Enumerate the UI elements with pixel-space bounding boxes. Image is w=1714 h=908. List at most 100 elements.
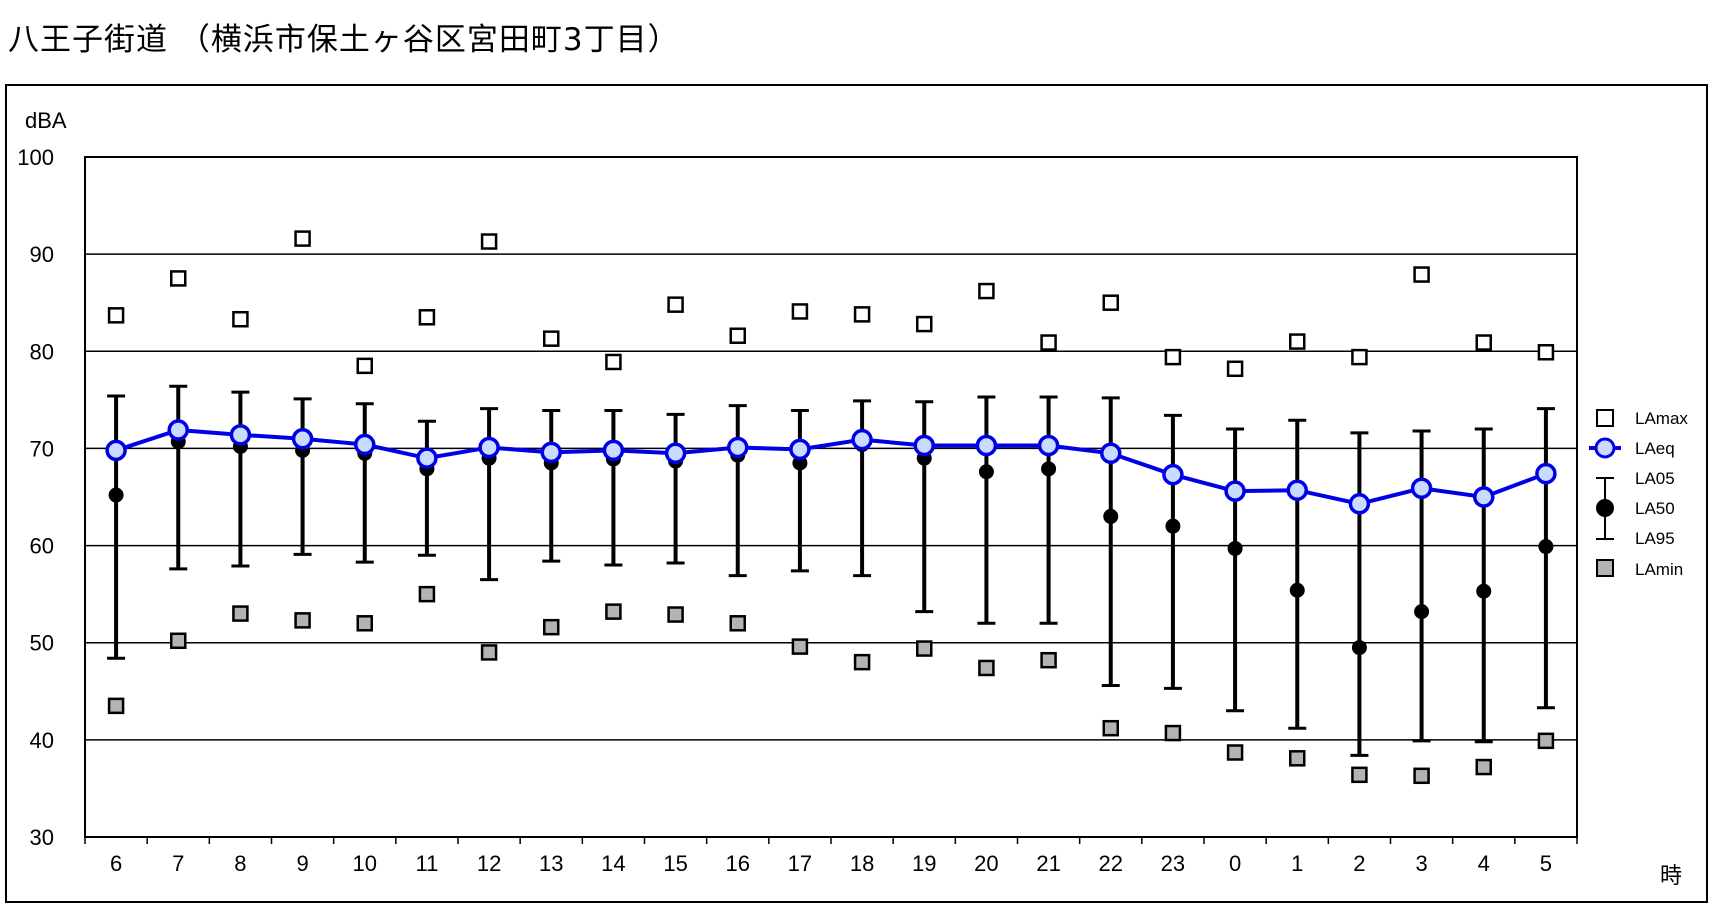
lamin-marker bbox=[1164, 724, 1182, 742]
lamax-marker bbox=[1475, 334, 1492, 351]
laeq-marker bbox=[975, 434, 998, 457]
laeq-marker bbox=[727, 436, 749, 459]
lamin-marker bbox=[605, 603, 622, 620]
y-tick-label: 90 bbox=[30, 242, 54, 267]
x-tick-label: 6 bbox=[110, 851, 122, 876]
laeq-marker bbox=[1535, 462, 1557, 485]
legend-label-lamin: LAmin bbox=[1635, 560, 1683, 579]
lamax-marker bbox=[1537, 344, 1555, 361]
la50-marker bbox=[1414, 604, 1430, 620]
lamin-marker bbox=[1289, 750, 1306, 767]
y-tick-label: 70 bbox=[30, 436, 54, 461]
laeq-marker bbox=[229, 424, 252, 446]
lamin-marker bbox=[1351, 766, 1368, 784]
la50-marker bbox=[1227, 540, 1243, 556]
lamin-marker bbox=[978, 659, 995, 677]
x-tick-label: 7 bbox=[172, 851, 184, 876]
laeq-marker bbox=[913, 434, 935, 457]
lamin-marker bbox=[1475, 758, 1492, 776]
la50-legend-icon bbox=[1596, 499, 1614, 517]
lamax-marker bbox=[978, 282, 995, 300]
lamax-marker bbox=[418, 309, 436, 326]
lamax-marker bbox=[543, 330, 560, 347]
chart-frame bbox=[5, 84, 1708, 903]
lamin-marker bbox=[356, 615, 373, 632]
x-tick-label: 3 bbox=[1415, 851, 1427, 876]
lamax-marker bbox=[667, 296, 684, 313]
lamin-marker bbox=[729, 615, 746, 632]
x-tick-label: 10 bbox=[353, 851, 377, 876]
lamin-marker bbox=[1413, 767, 1430, 785]
laeq-marker bbox=[1100, 442, 1122, 465]
x-tick-labels: 6 7 8 9 10 11 12 13 14 15 16 17 18 19 20 21 22 23 0 1 2 3 4 5 bbox=[84, 837, 1578, 876]
lamax-marker bbox=[1040, 334, 1057, 351]
lamax-marker bbox=[1102, 294, 1119, 311]
y-tick-label: 40 bbox=[30, 728, 54, 753]
lamax-legend-icon bbox=[1596, 409, 1614, 427]
laeq-marker bbox=[540, 441, 562, 464]
x-tick-label: 8 bbox=[234, 851, 246, 876]
lamin-legend-icon bbox=[1596, 559, 1614, 577]
laeq-marker bbox=[478, 436, 500, 459]
laeq-marker bbox=[1162, 463, 1184, 486]
lamax-markers bbox=[107, 230, 1555, 378]
lamin-marker bbox=[294, 612, 311, 629]
lamax-marker bbox=[853, 306, 871, 323]
lamax-marker bbox=[480, 233, 498, 250]
lamin-marker bbox=[791, 638, 809, 655]
legend-item-lamin: LAmin bbox=[1596, 559, 1683, 579]
lamin-marker bbox=[418, 585, 436, 603]
lamin-marker bbox=[543, 618, 560, 636]
legend-label-la95: LA95 bbox=[1635, 529, 1675, 548]
plot-area bbox=[84, 156, 1578, 838]
lamin-marker bbox=[107, 697, 125, 715]
la50-marker bbox=[1165, 518, 1181, 534]
lamax-marker bbox=[107, 307, 125, 324]
x-tick-label: 14 bbox=[601, 851, 625, 876]
y-tick-label: 50 bbox=[30, 631, 54, 656]
laeq-legend-icon bbox=[1594, 437, 1616, 459]
lamax-marker bbox=[1289, 333, 1306, 350]
x-tick-label: 15 bbox=[663, 851, 687, 876]
x-tick-label: 21 bbox=[1036, 851, 1060, 876]
legend-label-la05: LA05 bbox=[1635, 469, 1675, 488]
lamin-marker bbox=[1102, 719, 1119, 737]
laeq-marker bbox=[1348, 493, 1371, 515]
lamax-marker bbox=[1164, 348, 1182, 366]
lamin-marker bbox=[480, 644, 498, 661]
lamax-marker bbox=[1226, 360, 1244, 378]
legend: LAmax LAeq LA05 LA50 LA95 LAmin bbox=[1589, 409, 1688, 579]
laeq-marker bbox=[1410, 477, 1433, 500]
legend-item-la95: LA95 bbox=[1596, 529, 1675, 548]
la50-marker bbox=[108, 487, 124, 503]
y-tick-labels: 30 40 50 60 70 80 90 100 bbox=[17, 145, 54, 850]
x-tick-label: 12 bbox=[477, 851, 501, 876]
lamax-marker bbox=[356, 357, 373, 375]
x-tick-label: 16 bbox=[726, 851, 750, 876]
laeq-markers bbox=[105, 419, 1557, 515]
lamax-marker bbox=[791, 303, 809, 320]
lamin-marker bbox=[667, 606, 684, 623]
laeq-marker bbox=[602, 439, 625, 462]
laeq-marker bbox=[416, 447, 438, 469]
x-tick-label: 11 bbox=[415, 851, 438, 876]
x-tick-label: 23 bbox=[1161, 851, 1185, 876]
laeq-marker bbox=[354, 433, 376, 456]
y-tick-label: 30 bbox=[30, 825, 54, 850]
lamin-marker bbox=[170, 632, 187, 650]
page-title: 八王子街道 （横浜市保土ヶ谷区宮田町3丁目） bbox=[8, 22, 680, 58]
legend-item-lamax: LAmax bbox=[1596, 409, 1688, 428]
y-axis-label: dBA bbox=[25, 108, 67, 133]
legend-item-laeq: LAeq bbox=[1589, 437, 1675, 459]
legend-label-laeq: LAeq bbox=[1635, 439, 1675, 458]
lamin-markers bbox=[107, 585, 1555, 785]
x-tick-label: 19 bbox=[912, 851, 936, 876]
la50-marker bbox=[1476, 583, 1492, 599]
la50-markers bbox=[108, 434, 1554, 656]
laeq-marker bbox=[1224, 480, 1246, 502]
lamin-marker bbox=[1040, 651, 1057, 669]
x-tick-label: 4 bbox=[1478, 851, 1490, 876]
y-tick-label: 80 bbox=[30, 339, 54, 364]
lamax-marker bbox=[232, 310, 249, 328]
